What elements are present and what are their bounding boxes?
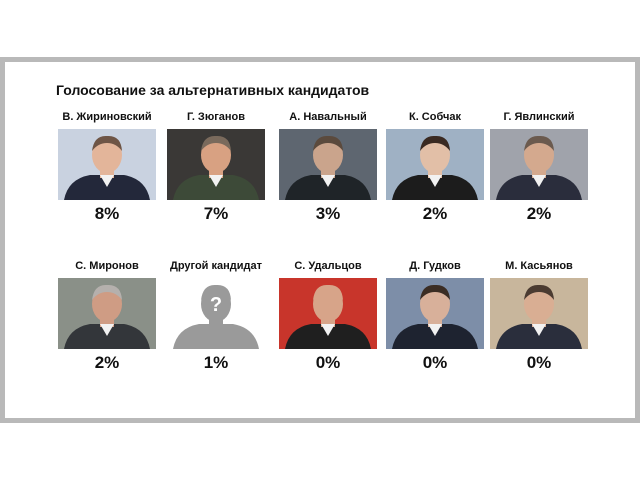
candidate-card: Другой кандидат? 1% [163,259,269,374]
vote-percentage: 2% [526,204,552,223]
candidate-name: С. Миронов [75,260,139,272]
candidate-card: М. Касьянов 0% [486,259,592,374]
chart-title: Голосование за альтернативных кандидатов [56,82,370,98]
vote-percentage: 0% [315,353,341,372]
candidate-name: С. Удальцов [294,260,362,272]
candidate-name: А. Навальный [289,111,367,123]
candidate-card: Г. Явлинский 2% [486,110,592,225]
candidate-name: Д. Гудков [409,260,461,272]
candidate-photo [58,278,156,349]
vote-percentage: 8% [94,204,120,223]
unknown-person-icon: ? [167,278,265,349]
vote-percentage: 0% [526,353,552,372]
candidate-photo [386,129,484,200]
candidate-card: А. Навальный 3% [275,110,381,225]
vote-percentage: 7% [203,204,229,223]
candidate-card: Г. Зюганов 7% [163,110,269,225]
chart-panel: Голосование за альтернативных кандидатов… [5,62,635,418]
candidate-photo [279,278,377,349]
candidate-card: С. Миронов 2% [54,259,160,374]
candidate-name: Другой кандидат [169,260,262,272]
vote-percentage: 2% [94,353,120,372]
candidate-name: К. Собчак [408,111,462,123]
vote-percentage: 2% [422,204,448,223]
candidate-photo [279,129,377,200]
candidate-photo [58,129,156,200]
candidate-photo [167,129,265,200]
candidate-photo [386,278,484,349]
candidate-name: М. Касьянов [505,260,573,272]
vote-percentage: 3% [315,204,341,223]
candidate-photo [490,278,588,349]
candidate-card: В. Жириновский 8% [54,110,160,225]
candidate-card: С. Удальцов 0% [275,259,381,374]
svg-text:?: ? [210,294,222,316]
slide-frame: Голосование за альтернативных кандидатов… [0,57,640,423]
vote-percentage: 1% [203,353,229,372]
candidate-name: Г. Зюганов [186,111,246,123]
vote-percentage: 0% [422,353,448,372]
candidate-photo [490,129,588,200]
candidate-name: Г. Явлинский [503,111,575,123]
candidate-name: В. Жириновский [62,111,152,123]
candidate-card: Д. Гудков 0% [382,259,488,374]
candidate-card: К. Собчак 2% [382,110,488,225]
